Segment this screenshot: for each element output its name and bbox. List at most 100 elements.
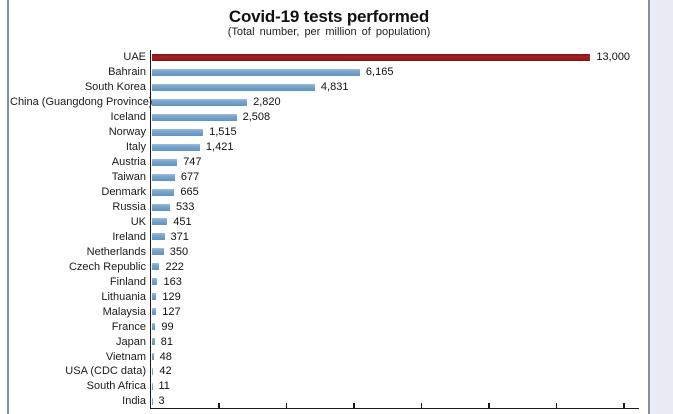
bar [152, 278, 158, 286]
category-label: USA (CDC data) [65, 365, 146, 378]
bar [152, 263, 160, 271]
bar [152, 83, 315, 91]
chart-row: Netherlands 350 [10, 244, 642, 259]
value-label: 2,820 [253, 96, 281, 109]
chart-header: Covid-19 tests performed (Total number, … [10, 7, 648, 39]
value-label: 1,515 [209, 126, 237, 139]
left-divider-line [7, 0, 9, 414]
category-label: China (Guangdong Province) [10, 96, 153, 109]
chart-row: Malaysia 127 [10, 304, 642, 319]
value-label: 48 [159, 350, 172, 363]
value-label: 747 [183, 156, 202, 169]
x-axis-tick [420, 403, 423, 408]
chart-row: India 3 [10, 394, 642, 409]
chart-subtitle: (Total number, per million of population… [227, 26, 431, 38]
chart-row: China (Guangdong Province) 2,820 [10, 95, 642, 110]
chart-row: South Korea 4,831 [10, 80, 642, 95]
value-label: 129 [162, 290, 181, 303]
value-label: 3 [158, 395, 165, 408]
chart-row: USA (CDC data) 42 [10, 364, 642, 379]
bar [152, 367, 154, 375]
value-label: 350 [169, 245, 189, 258]
chart-row: Taiwan 677 [10, 170, 642, 185]
value-label: 2,508 [242, 111, 271, 124]
chart-row: Bahrain 6,165 [10, 65, 642, 80]
category-label: Czech Republic [68, 260, 146, 273]
bar [152, 248, 164, 256]
category-label: Italy [125, 141, 146, 154]
value-label: 127 [162, 305, 181, 318]
x-axis-tick [218, 403, 220, 408]
category-label: South Africa [86, 380, 146, 393]
bar [152, 353, 154, 361]
bar-chart-rows: UAE 13,000 Bahrain 6,165 South Korea 4,831 Chi… [10, 50, 642, 409]
bar [152, 113, 237, 121]
value-label: 13,000 [596, 51, 631, 64]
category-label: Iceland [110, 111, 146, 124]
value-label: 665 [180, 186, 199, 199]
bar [152, 218, 168, 226]
category-label: Vietnam [105, 350, 146, 363]
bar [152, 382, 153, 390]
right-divider-line [648, 0, 650, 414]
bar [152, 233, 165, 241]
chart-row: South Africa 11 [10, 379, 642, 394]
category-label: India [122, 395, 146, 408]
chart-row: UK 451 [10, 214, 642, 229]
chart-row: Czech Republic 222 [10, 259, 642, 274]
category-label: South Korea [84, 81, 146, 94]
bar [152, 308, 157, 316]
chart-row: Vietnam 48 [10, 349, 642, 364]
chart-row: UAE 13,000 [10, 50, 642, 65]
value-label: 163 [163, 275, 182, 288]
chart-row: Austria 747 [10, 155, 642, 170]
chart-title: Covid-19 tests performed [228, 7, 430, 26]
value-label: 4,831 [320, 81, 349, 94]
value-label: 1,421 [205, 141, 234, 154]
x-axis-tick [555, 403, 558, 408]
bar [152, 158, 178, 166]
category-label: Japan [116, 335, 146, 348]
bar [152, 173, 175, 181]
value-label: 371 [170, 230, 189, 243]
chart-row: Russia 533 [10, 200, 642, 215]
category-label: Austria [111, 156, 146, 169]
chart-row: Japan 81 [10, 334, 642, 349]
bar [152, 98, 248, 106]
chart-row: Lithuania 129 [10, 289, 642, 304]
category-label: Finland [109, 275, 146, 288]
category-label: Norway [108, 126, 146, 139]
bar [152, 293, 157, 301]
x-axis-tick [488, 403, 490, 408]
chart-row: Ireland 371 [10, 229, 642, 244]
chart-row: Norway 1,515 [10, 125, 642, 140]
value-label: 451 [173, 215, 192, 228]
x-axis-tick [353, 403, 355, 408]
chart-row: Iceland 2,508 [10, 110, 642, 125]
value-label: 42 [159, 365, 172, 378]
bar [152, 68, 360, 76]
bar [152, 188, 175, 196]
category-label: Lithuania [101, 290, 146, 303]
category-label: Russia [112, 201, 146, 213]
value-label: 677 [180, 171, 200, 184]
value-label: 11 [158, 380, 170, 393]
category-label: Netherlands [86, 245, 146, 258]
value-label: 81 [160, 335, 173, 348]
value-label: 6,165 [365, 66, 394, 79]
value-label: 533 [175, 201, 195, 213]
bar [152, 128, 204, 136]
bar [152, 323, 156, 331]
category-label: Taiwan [111, 171, 146, 184]
category-label: Malaysia [102, 305, 146, 318]
chart-row: Denmark 665 [10, 185, 642, 200]
value-label: 222 [165, 260, 184, 273]
value-label: 99 [161, 320, 174, 333]
bar-highlighted [152, 53, 591, 61]
chart-row: France 99 [10, 319, 642, 334]
bar [152, 143, 200, 151]
chart-row: Italy 1,421 [10, 140, 642, 155]
category-label: Ireland [112, 230, 146, 243]
bar [152, 338, 155, 346]
